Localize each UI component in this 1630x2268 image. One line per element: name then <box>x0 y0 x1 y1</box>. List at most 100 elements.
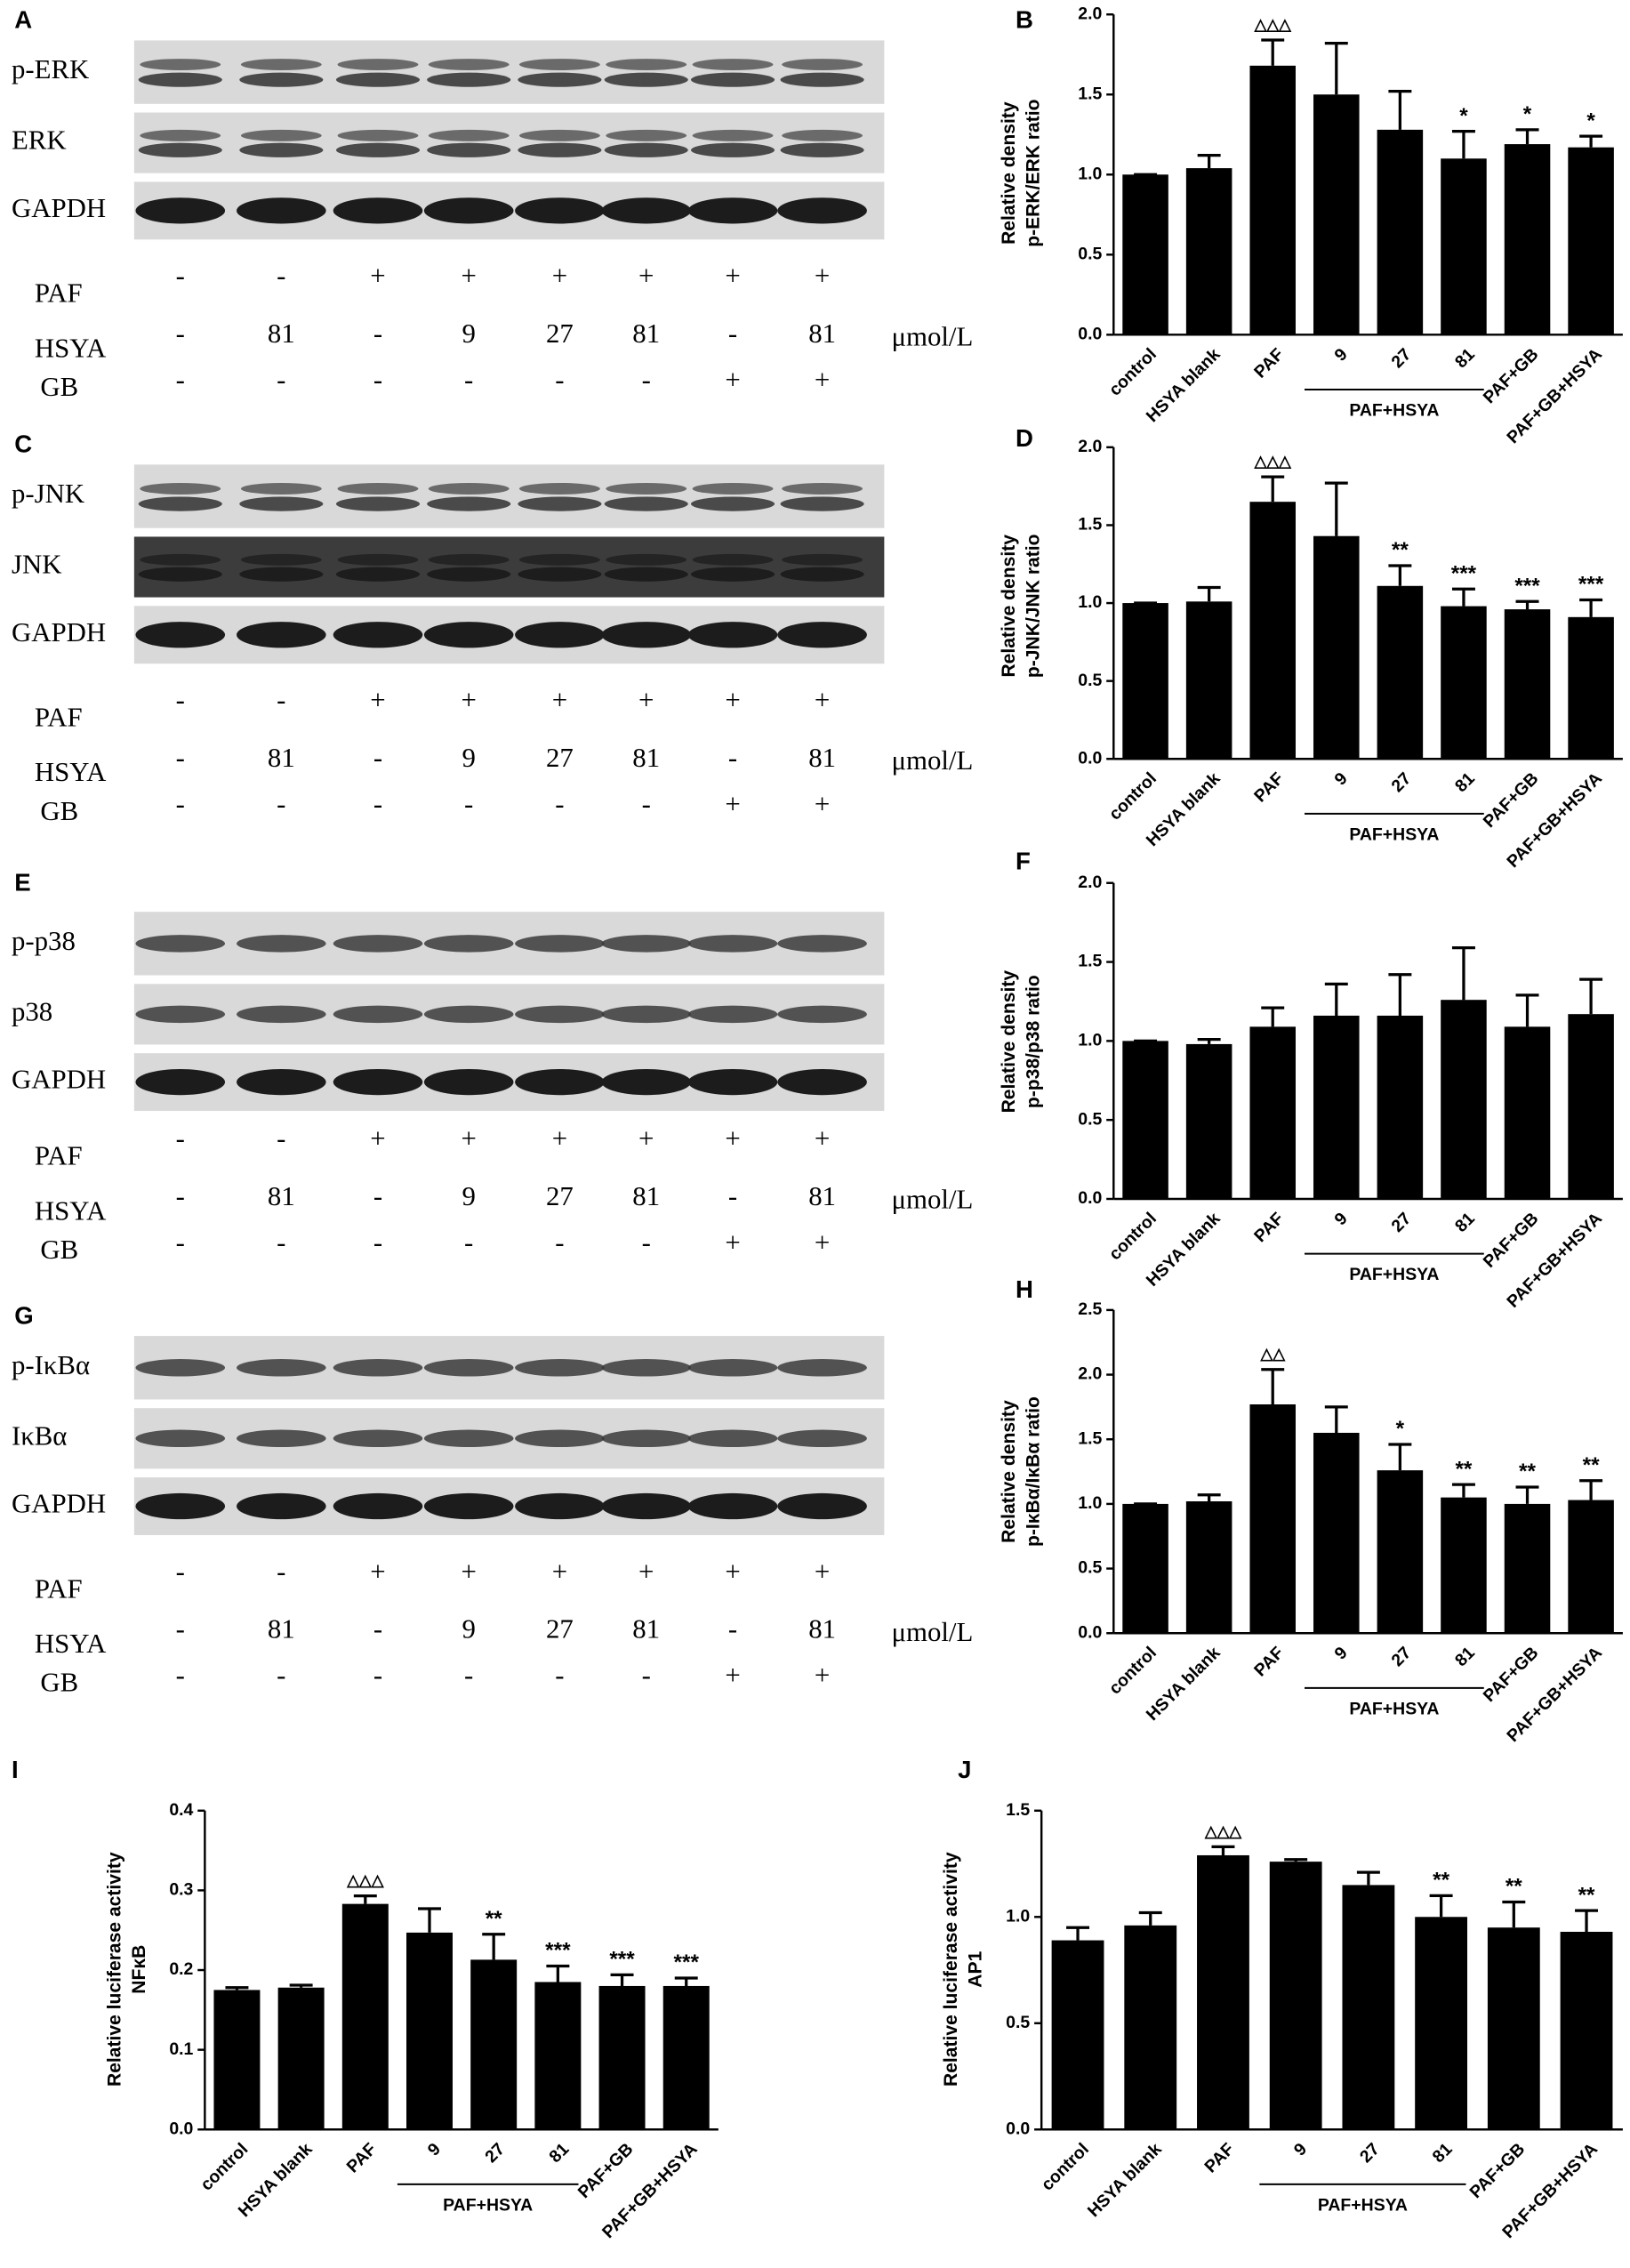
significance-mark: ** <box>1506 1875 1522 1899</box>
band <box>237 197 326 224</box>
group-label: PAF+HSYA <box>1349 400 1439 420</box>
band <box>427 142 511 157</box>
significance-mark: ** <box>1433 1869 1449 1893</box>
band <box>780 142 864 157</box>
band <box>428 129 510 141</box>
treatment-value: - <box>176 1227 185 1258</box>
significance-mark: △△△ <box>1204 1822 1242 1840</box>
band <box>518 59 600 71</box>
treatment-value: - <box>176 685 185 715</box>
blot-row-label: JNK <box>12 550 62 580</box>
band <box>780 72 864 87</box>
treatment-value: + <box>552 1123 567 1154</box>
treatment-label: PAF <box>35 1141 83 1171</box>
error-bar <box>225 1986 249 1991</box>
treatment-value: + <box>638 1556 654 1587</box>
x-tick-label: 9 <box>1330 1209 1351 1229</box>
bar <box>1441 158 1487 335</box>
x-tick-label: 9 <box>1290 2139 1311 2159</box>
band <box>687 622 778 648</box>
band <box>777 1005 867 1024</box>
x-tick-label: control <box>1105 344 1160 399</box>
band <box>782 482 863 495</box>
treatment-value: 81 <box>268 318 295 349</box>
treatment-value: - <box>176 1181 185 1211</box>
bar <box>1313 1432 1360 1634</box>
treatment-value: 81 <box>632 743 660 773</box>
treatment-value: - <box>277 1227 285 1258</box>
bar <box>1504 1503 1551 1634</box>
error-bar <box>1324 982 1348 1016</box>
y-tick-label: 1.0 <box>1078 1493 1102 1513</box>
treatment-value: - <box>277 1661 285 1691</box>
treatment-value: - <box>373 365 382 395</box>
bar <box>1185 601 1233 760</box>
significance-mark: *** <box>609 1948 635 1972</box>
bar <box>341 1903 389 2130</box>
y-axis-label: Relative luciferase activity <box>104 1852 124 2087</box>
bar <box>662 1985 710 2130</box>
error-bar <box>1429 1894 1453 1918</box>
x-tick-label: 81 <box>545 2139 573 2167</box>
error-bar <box>1579 977 1603 1015</box>
bar <box>1197 1854 1249 2130</box>
band <box>333 197 423 224</box>
treatment-label: HSYA <box>35 1629 107 1659</box>
error-bar <box>1284 1858 1308 1862</box>
band <box>601 622 691 648</box>
blot-strip <box>133 464 885 528</box>
x-tick-label: PAF+GB <box>574 2139 638 2202</box>
band <box>777 935 867 953</box>
blot-row-label: GAPDH <box>12 617 106 647</box>
bar <box>1122 1041 1168 1199</box>
unit-label: μmol/L <box>891 745 973 776</box>
treatment-value: 81 <box>808 1614 836 1645</box>
blot-row-label: GAPDH <box>12 1489 106 1519</box>
x-tick-label: 27 <box>1387 1643 1415 1670</box>
treatment-value: - <box>642 365 651 395</box>
bar <box>213 1990 261 2130</box>
band <box>690 72 775 87</box>
band <box>423 1359 514 1377</box>
band <box>690 142 775 157</box>
bar <box>1313 1015 1360 1199</box>
band <box>515 197 605 224</box>
band <box>335 567 421 582</box>
treatment-value: - <box>277 789 285 819</box>
error-bar <box>1388 973 1412 1016</box>
error-bar <box>1579 598 1603 617</box>
treatment-value: + <box>370 685 385 715</box>
x-tick-label: control <box>1105 1643 1160 1698</box>
band <box>687 1359 778 1377</box>
treatment-value: 27 <box>546 318 574 349</box>
treatment-value: - <box>373 1227 382 1258</box>
band <box>777 197 867 224</box>
x-tick-label: PAF <box>343 2139 381 2176</box>
panel-label: B <box>1016 6 1033 34</box>
treatment-value: + <box>725 685 740 715</box>
bar <box>1377 129 1424 335</box>
bar <box>1185 168 1233 335</box>
band <box>428 553 510 566</box>
y-tick-label: 1.5 <box>1078 515 1102 535</box>
x-tick-label: 27 <box>1387 1209 1415 1236</box>
significance-mark: △△△ <box>346 1871 384 1889</box>
band <box>335 496 421 511</box>
band <box>782 553 863 566</box>
x-tick-label: PAF <box>1250 1209 1288 1246</box>
treatment-value: - <box>176 318 185 349</box>
band <box>337 553 419 566</box>
significance-mark: *** <box>1451 561 1477 585</box>
error-bar <box>1197 1037 1221 1044</box>
bar <box>534 1982 582 2130</box>
band <box>423 1492 514 1520</box>
band <box>237 1005 326 1024</box>
treatment-value: + <box>461 685 476 715</box>
error-bar <box>1066 1926 1090 1941</box>
error-bar <box>1261 1368 1285 1404</box>
treatment-value: 81 <box>808 1181 836 1211</box>
treatment-label: GB <box>40 1235 78 1265</box>
bar <box>1568 1014 1614 1199</box>
blot-row-label: p-p38 <box>12 926 76 956</box>
band <box>239 142 324 157</box>
